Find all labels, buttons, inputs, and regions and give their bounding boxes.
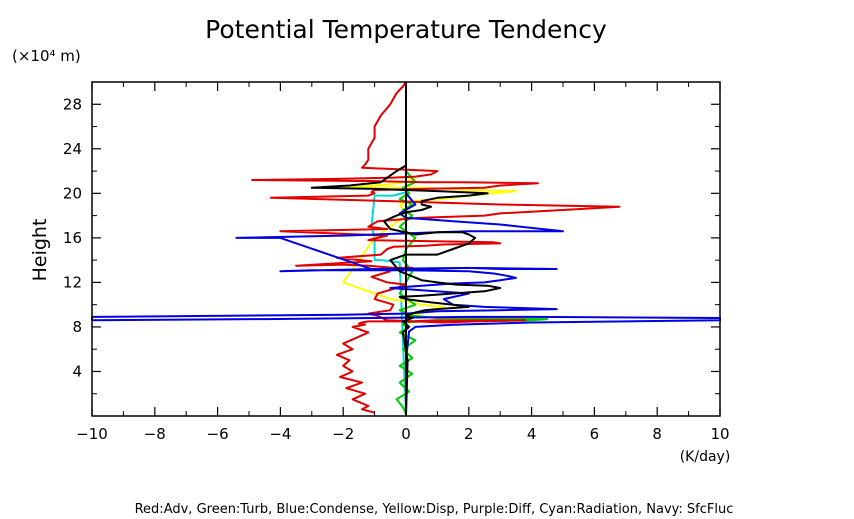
x-tick-label: 4	[527, 425, 537, 443]
y-unit-label: (×10⁴ m)	[12, 47, 81, 65]
y-tick-label: 16	[63, 229, 82, 247]
y-axis-label: Height	[29, 219, 51, 282]
x-tick-label: 8	[652, 425, 662, 443]
y-tick-label: 8	[72, 318, 82, 336]
x-tick-label: 2	[464, 425, 474, 443]
y-tick-label: 20	[63, 184, 82, 202]
x-tick-label: −8	[144, 425, 166, 443]
series-line-turb	[395, 82, 549, 415]
y-tick-label: 4	[72, 362, 82, 380]
x-axis-label: (K/day)	[680, 449, 731, 465]
x-tick-label: −4	[269, 425, 291, 443]
x-tick-label: 10	[710, 425, 729, 443]
y-tick-label: 12	[63, 273, 82, 291]
chart-title: Potential Temperature Tendency	[205, 15, 607, 44]
series-layer	[91, 81, 721, 417]
series-line-disp	[342, 82, 517, 416]
legend-text: Red:Adv, Green:Turb, Blue:Condense, Yell…	[135, 502, 734, 517]
y-tick-label: 28	[63, 95, 82, 113]
x-tick-label: −10	[76, 425, 108, 443]
series-line-adv	[251, 81, 621, 414]
x-tick-label: −6	[207, 425, 229, 443]
series-line-total	[310, 82, 502, 417]
x-tick-label: 6	[590, 425, 600, 443]
x-tick-label: 0	[401, 425, 411, 443]
x-tick-label: −2	[332, 425, 354, 443]
y-tick-label: 24	[63, 140, 82, 158]
